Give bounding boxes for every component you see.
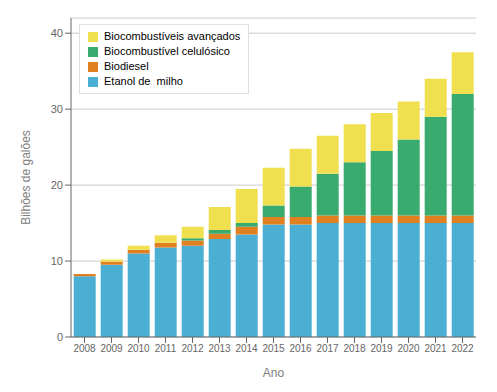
html-text:Biodiesel: Biodiesel bbox=[104, 60, 149, 72]
svg-text:40: 40 bbox=[51, 27, 63, 39]
svg-text:0: 0 bbox=[57, 331, 63, 343]
svg-text:2008: 2008 bbox=[73, 343, 96, 354]
svg-text:30: 30 bbox=[51, 103, 63, 115]
svg-text:Bilhões de galões: Bilhões de galões bbox=[19, 130, 33, 225]
svg-text:2017: 2017 bbox=[316, 343, 339, 354]
svg-text:2016: 2016 bbox=[289, 343, 312, 354]
svg-text:2011: 2011 bbox=[155, 343, 177, 354]
svg-text:2012: 2012 bbox=[181, 343, 204, 354]
svg-text:2015: 2015 bbox=[262, 343, 285, 354]
svg-text:20: 20 bbox=[51, 179, 63, 191]
html-text:Etanol de milho: Etanol de milho bbox=[104, 75, 183, 87]
svg-text:10: 10 bbox=[51, 255, 63, 267]
svg-text:2021: 2021 bbox=[424, 343, 447, 354]
svg-text:Ano: Ano bbox=[263, 366, 285, 380]
html-text:Biocombustível celulósico: Biocombustível celulósico bbox=[104, 45, 230, 57]
svg-text:2009: 2009 bbox=[100, 343, 123, 354]
svg-text:2013: 2013 bbox=[208, 343, 231, 354]
svg-text:2018: 2018 bbox=[343, 343, 366, 354]
svg-text:2022: 2022 bbox=[451, 343, 474, 354]
svg-text:2019: 2019 bbox=[370, 343, 393, 354]
svg-text:2020: 2020 bbox=[397, 343, 420, 354]
svg-text:2010: 2010 bbox=[127, 343, 150, 354]
html-text:Biocombustíveis avançados: Biocombustíveis avançados bbox=[104, 30, 241, 42]
svg-text:2014: 2014 bbox=[235, 343, 258, 354]
